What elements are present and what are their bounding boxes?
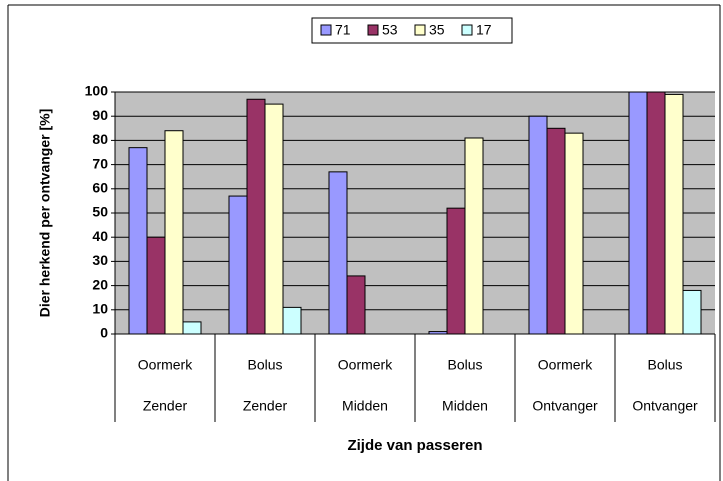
legend-swatch — [414, 24, 426, 36]
y-tick-label: 10 — [92, 301, 108, 317]
y-tick-label: 40 — [92, 228, 108, 244]
legend-label: 71 — [335, 22, 351, 38]
bar — [264, 103, 284, 335]
x-tick-label: Zender — [243, 398, 288, 414]
y-tick-label: 100 — [85, 83, 109, 99]
bar — [528, 115, 548, 335]
x-tick-label: Ontvanger — [532, 398, 598, 414]
x-tick-label: Zender — [143, 398, 188, 414]
bar — [628, 91, 648, 335]
bar — [164, 130, 184, 335]
bar — [228, 195, 248, 335]
bar — [282, 306, 302, 335]
x-tick-label: Midden — [442, 398, 488, 414]
x-tick-label: Ontvanger — [632, 398, 698, 414]
x-tick-label: Oormerk — [538, 357, 593, 373]
bar — [346, 275, 366, 335]
y-tick-label: 90 — [92, 107, 108, 123]
bar — [564, 132, 584, 335]
legend-box — [311, 17, 513, 44]
x-tick-label: Bolus — [647, 357, 682, 373]
bar — [682, 289, 702, 335]
bar — [146, 236, 166, 335]
x-tick-label: Oormerk — [338, 357, 393, 373]
bar — [246, 98, 266, 335]
y-tick-label: 50 — [92, 204, 108, 220]
y-tick-label: 20 — [92, 276, 108, 292]
x-axis-title: Zijde van passeren — [347, 437, 482, 454]
legend-label: 53 — [382, 22, 398, 38]
legend-label: 35 — [429, 22, 445, 38]
bar — [128, 147, 148, 335]
y-tick-label: 0 — [100, 325, 108, 341]
bar — [182, 321, 202, 335]
legend-label: 17 — [476, 22, 492, 38]
bar — [664, 93, 684, 335]
y-tick-label: 80 — [92, 131, 108, 147]
x-tick-label: Bolus — [447, 357, 482, 373]
y-axis-title: Dier herkend per ontvanger [%] — [37, 109, 53, 318]
legend-swatch — [461, 24, 473, 36]
x-tick-label: Midden — [342, 398, 388, 414]
x-tick-label: Oormerk — [138, 357, 193, 373]
y-tick-label: 70 — [92, 155, 108, 171]
bar — [446, 207, 466, 335]
legend-swatch — [367, 24, 379, 36]
x-tick-label: Bolus — [247, 357, 282, 373]
y-tick-label: 30 — [92, 252, 108, 268]
bar — [646, 91, 666, 335]
bar — [328, 171, 348, 335]
bar — [464, 137, 484, 335]
legend-swatch — [320, 24, 332, 36]
y-tick-label: 60 — [92, 180, 108, 196]
bar — [546, 127, 566, 335]
